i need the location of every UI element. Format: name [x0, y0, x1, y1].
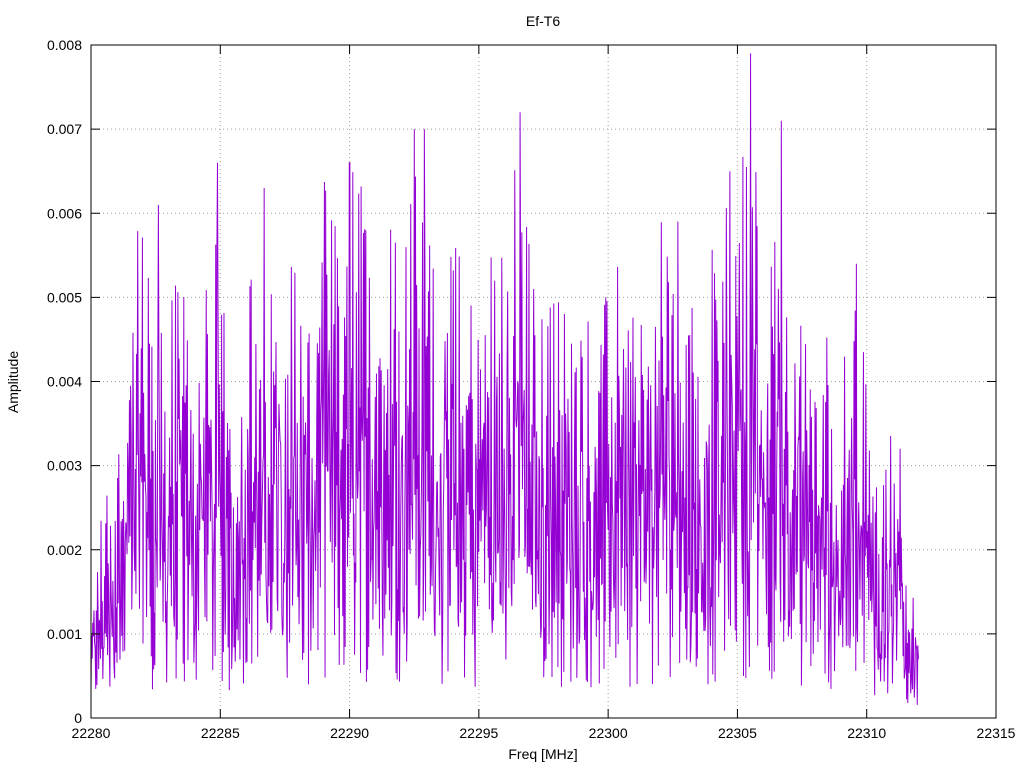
axis-ticks	[90, 44, 997, 719]
y-tick-label: 0.004	[47, 374, 82, 390]
x-tick-label: 22285	[201, 725, 240, 741]
y-tick-label: 0.008	[47, 37, 82, 53]
x-tick-label: 22280	[72, 725, 111, 741]
x-tick-labels: 22280 22285 22290 22295 22300 22305 22310 22315	[72, 725, 1016, 741]
x-axis-label: Freq [MHz]	[508, 746, 577, 762]
y-tick-label: 0	[74, 710, 82, 726]
y-axis-label: Amplitude	[5, 351, 21, 413]
y-tick-label: 0.002	[47, 542, 82, 558]
x-tick-label: 22290	[330, 725, 369, 741]
x-tick-label: 22300	[589, 725, 628, 741]
y-tick-label: 0.006	[47, 205, 82, 221]
chart-title: Ef-T6	[526, 13, 560, 29]
y-tick-label: 0.003	[47, 458, 82, 474]
y-tick-label: 0.007	[47, 121, 82, 137]
y-tick-labels: 0 0.001 0.002 0.003 0.004 0.005 0.006 0.007 0.00…	[47, 37, 82, 726]
x-tick-label: 22315	[977, 725, 1016, 741]
x-tick-label: 22295	[459, 725, 498, 741]
x-tick-label: 22305	[718, 725, 757, 741]
y-tick-label: 0.001	[47, 626, 82, 642]
y-tick-label: 0.005	[47, 289, 82, 305]
series-trace	[90, 53, 919, 705]
series-line	[90, 53, 919, 705]
x-tick-label: 22310	[847, 725, 886, 741]
